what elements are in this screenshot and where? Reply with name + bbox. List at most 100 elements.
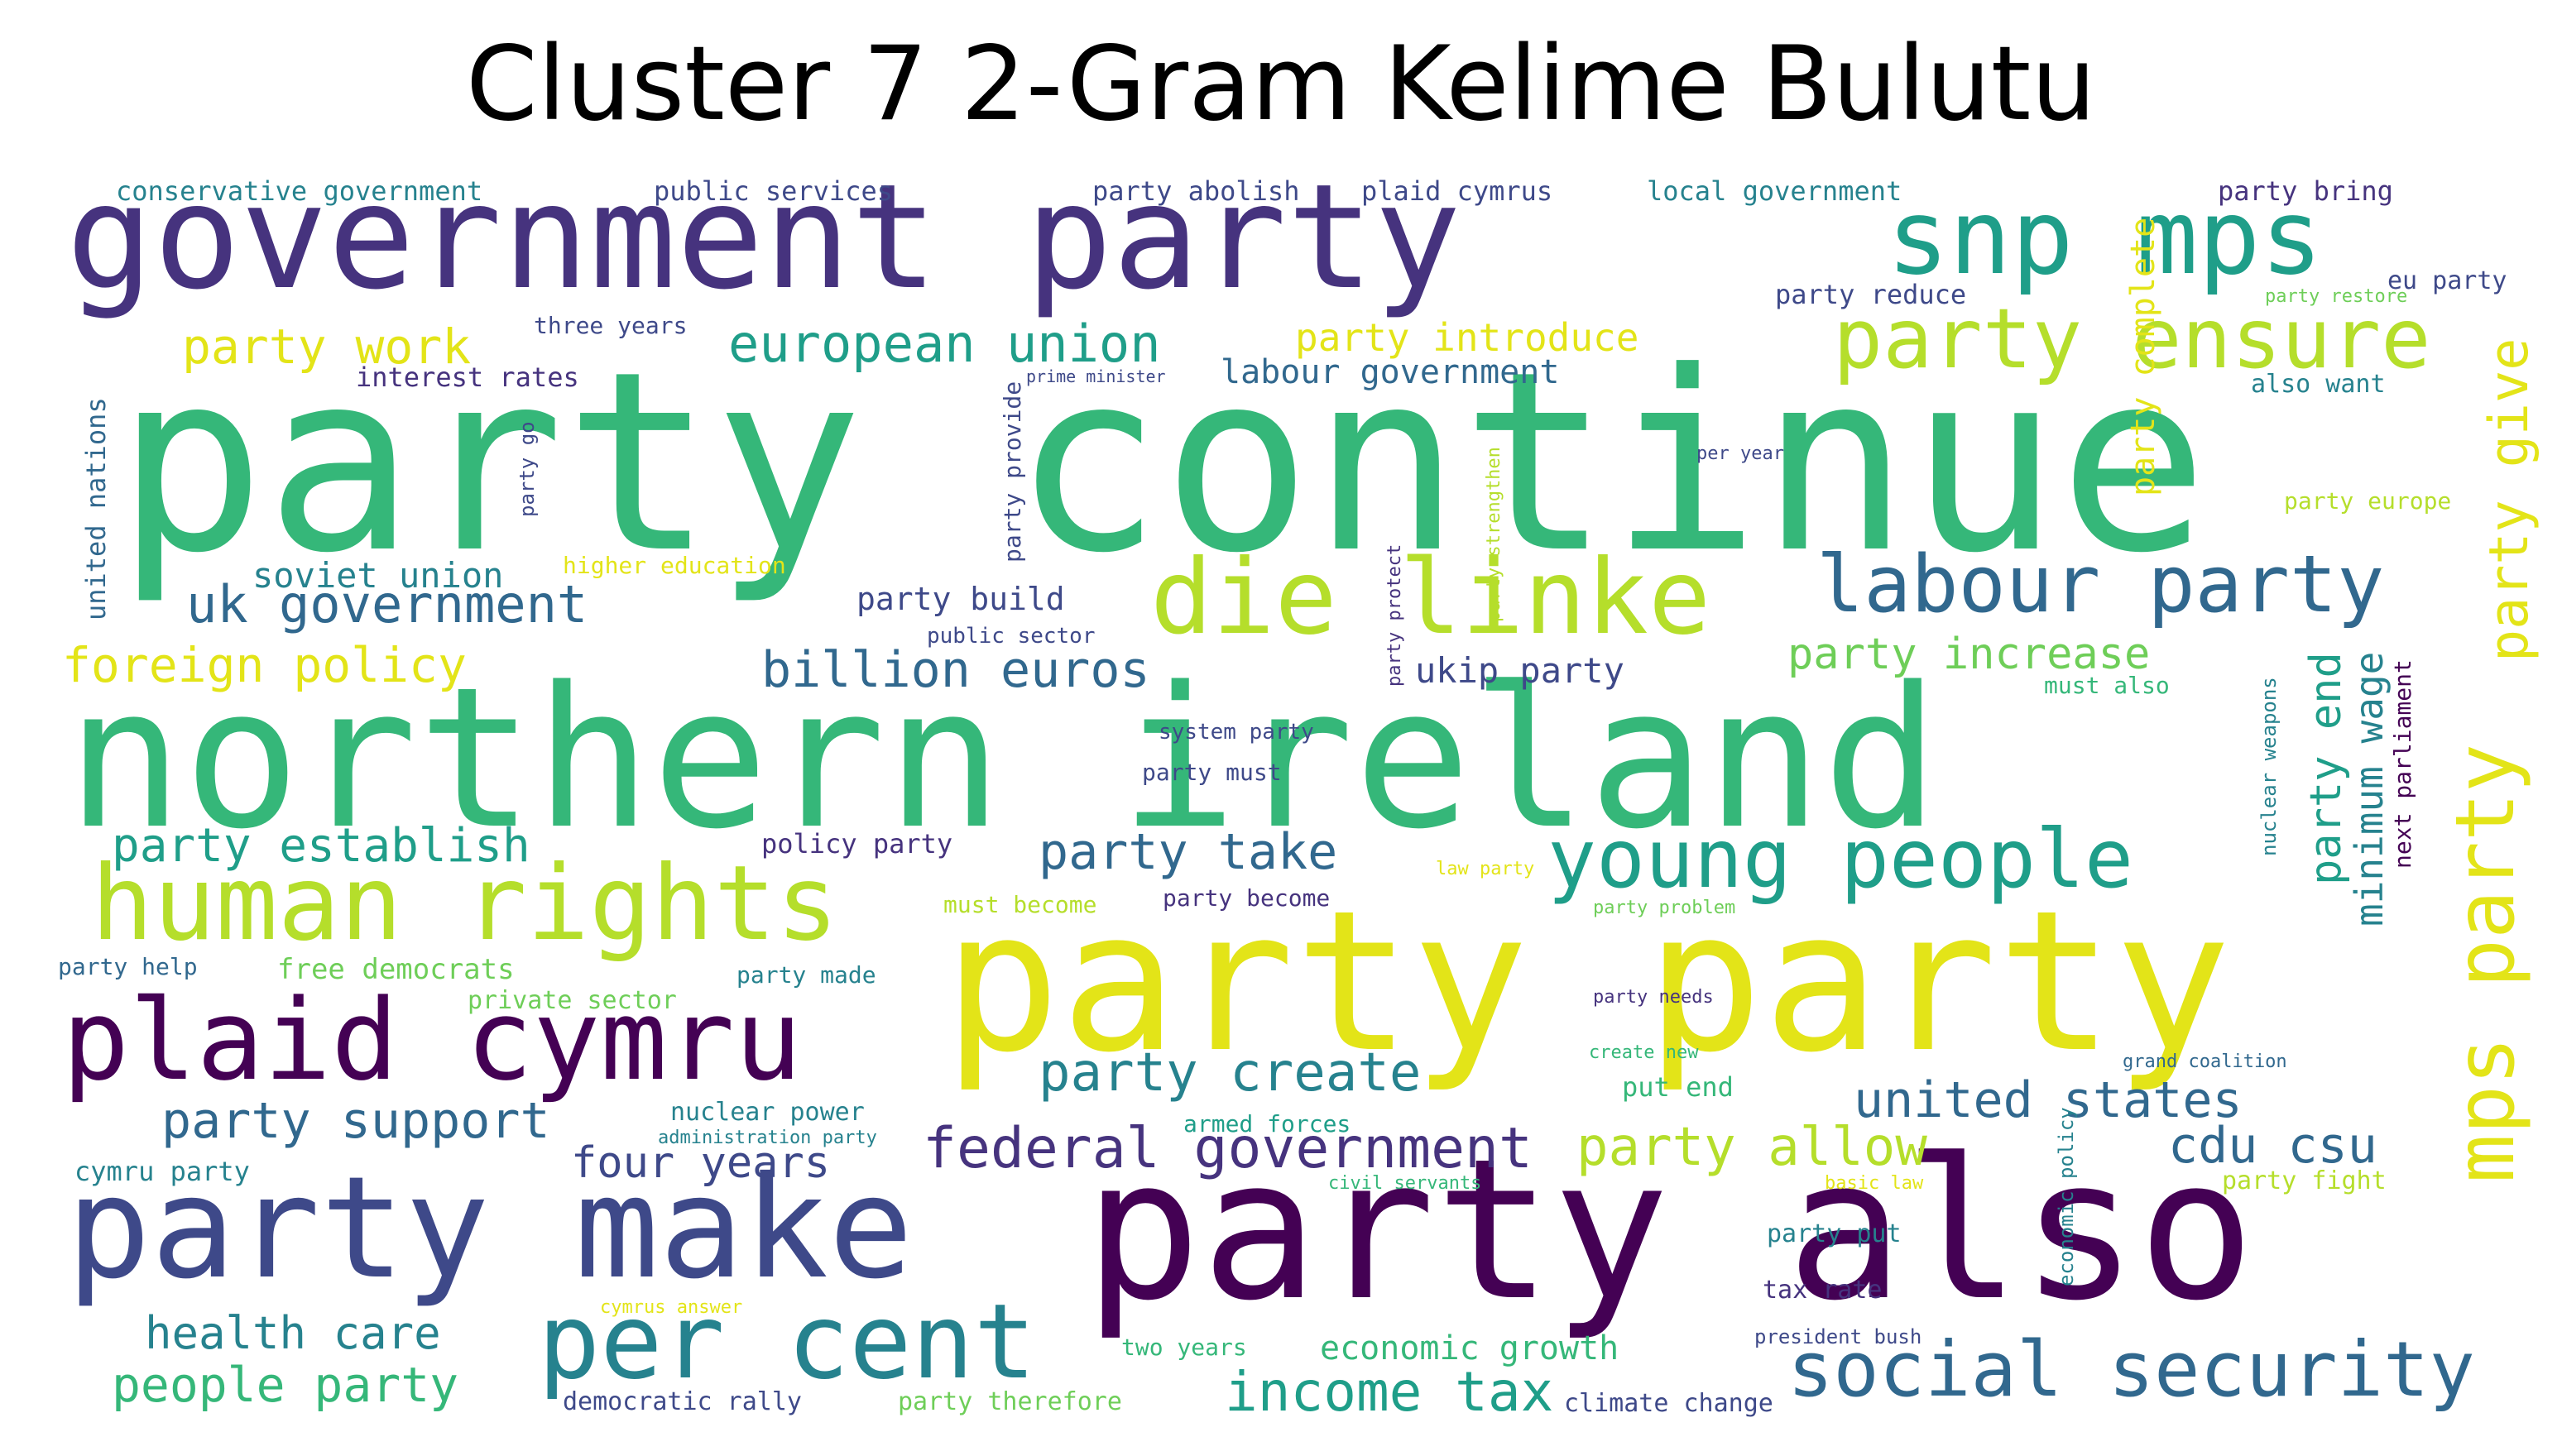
cloud-word: party continue	[116, 318, 2209, 607]
cloud-word: human rights	[91, 844, 839, 964]
cloud-word: create new	[1589, 1042, 1699, 1063]
cloud-word: president bush	[1754, 1325, 1922, 1348]
cloud-word: party give	[2478, 338, 2540, 662]
cloud-word: health care	[145, 1307, 441, 1359]
cloud-word: plaid cymrus	[1361, 175, 1553, 207]
cloud-word: party build	[856, 581, 1065, 617]
cloud-word: economic policy	[2055, 1107, 2078, 1286]
cloud-word: young people	[1547, 812, 2134, 907]
cloud-word: party problem	[1593, 898, 1736, 918]
cloud-word: per year	[1696, 443, 1784, 464]
cloud-word: united nations	[80, 397, 112, 620]
cloud-word: party allow	[1576, 1117, 1927, 1178]
cloud-word: mps party	[2439, 743, 2533, 1183]
cloud-word: party therefore	[898, 1387, 1122, 1416]
cloud-word: democratic rally	[563, 1387, 802, 1416]
cloud-word: ukip party	[1415, 650, 1624, 691]
cloud-word: interest rates	[356, 362, 579, 393]
cloud-word: tax rate	[1763, 1276, 1883, 1305]
cloud-word: four years	[571, 1138, 831, 1188]
cloud-word: united states	[1854, 1071, 2243, 1129]
cloud-word: put end	[1622, 1071, 1734, 1103]
cloud-title: Cluster 7 2-Gram Kelime Bulutu	[465, 25, 2096, 144]
cloud-word: nuclear power	[670, 1098, 865, 1127]
cloud-word: next parliament	[2389, 659, 2416, 869]
cloud-word: party put	[1767, 1219, 1902, 1248]
cloud-word: party create	[1039, 1042, 1422, 1104]
cloud-word: plaid cymru	[62, 975, 803, 1105]
cloud-word: economic growth	[1320, 1329, 1619, 1367]
cloud-word: climate change	[1564, 1389, 1773, 1418]
cloud-word: party increase	[1787, 630, 2151, 679]
cloud-word: public sector	[927, 624, 1096, 649]
cloud-word: european union	[728, 314, 1161, 374]
cloud-word: must become	[943, 891, 1097, 918]
cloud-word: per cent	[538, 1282, 1037, 1402]
cloud-word: party protect	[1384, 544, 1405, 687]
cloud-word: party party	[943, 869, 2232, 1095]
cloud-word: party made	[736, 961, 876, 989]
cloud-word: cymru party	[74, 1156, 250, 1187]
cloud-word: public services	[654, 175, 893, 207]
cloud-word: labour party	[1816, 539, 2385, 630]
cloud-word: basic law	[1825, 1173, 1924, 1194]
cloud-word: party ensure	[1833, 290, 2431, 387]
cloud-word: party also	[1084, 1118, 2255, 1343]
cloud-word: party make	[66, 1147, 914, 1310]
cloud-word: party europe	[2284, 487, 2452, 515]
cloud-word: armed forces	[1183, 1110, 1351, 1138]
cloud-word: system party	[1159, 720, 1314, 745]
cloud-word: government party	[66, 154, 1461, 322]
cloud-word: social security	[1787, 1325, 2475, 1414]
cloud-word: die linke	[1150, 538, 1711, 658]
cloud-word: free democrats	[277, 953, 515, 986]
cloud-word: law party	[1436, 859, 1535, 879]
cloud-word: policy party	[761, 828, 953, 860]
cloud-word: labour government	[1221, 353, 1560, 391]
cloud-word: private sector	[468, 986, 677, 1015]
cloud-word: must also	[2044, 672, 2170, 699]
cloud-word: soviet union	[252, 555, 504, 596]
cloud-word: party complete	[2124, 217, 2162, 496]
cloud-word: party introduce	[1295, 315, 1639, 360]
cloud-word: cdu csu	[2168, 1117, 2377, 1175]
cloud-word: foreign policy	[62, 637, 467, 693]
cloud-word: uk government	[186, 574, 588, 635]
cloud-word: party strengthen	[1484, 447, 1504, 622]
cloud-word: income tax	[1225, 1360, 1554, 1424]
cloud-word: party end	[2301, 652, 2351, 885]
cloud-word: party establish	[112, 819, 530, 873]
cloud-word: snp mps	[1887, 178, 2323, 298]
cloud-word: party provide	[999, 381, 1026, 563]
cloud-word: party support	[161, 1092, 550, 1150]
cloud-word: cymrus answer	[600, 1297, 743, 1318]
cloud-word: three years	[534, 312, 688, 339]
cloud-word: party work	[182, 318, 472, 375]
cloud-word: administration party	[658, 1128, 877, 1148]
cloud-word: local government	[1647, 175, 1902, 207]
cloud-word: party must	[1142, 759, 1282, 786]
cloud-word: party bring	[2218, 175, 2393, 207]
cloud-word: also want	[2251, 370, 2386, 399]
cloud-word: federal government	[923, 1116, 1533, 1181]
cloud-word: eu party	[2387, 266, 2507, 295]
cloud-word: conservative government	[116, 175, 483, 207]
cloud-word: nuclear weapons	[2257, 677, 2281, 856]
cloud-word: people party	[112, 1357, 459, 1413]
cloud-word: prime minister	[1026, 366, 1166, 386]
cloud-word: northern ireland	[66, 646, 1940, 872]
cloud-word: billion euros	[761, 641, 1150, 699]
cloud-word: party restore	[2265, 286, 2408, 307]
cloud-word: two years	[1121, 1334, 1247, 1361]
cloud-word: party abolish	[1092, 175, 1300, 207]
cloud-word: party needs	[1593, 987, 1714, 1008]
cloud-word: grand coalition	[2123, 1051, 2287, 1072]
cloud-word: party become	[1163, 884, 1331, 912]
cloud-word: party help	[58, 953, 198, 980]
cloud-word: party fight	[2222, 1166, 2387, 1195]
cloud-word: party reduce	[1775, 279, 1967, 310]
cloud-word: party take	[1039, 823, 1338, 881]
cloud-word: civil servants	[1328, 1173, 1482, 1194]
cloud-word: higher education	[563, 552, 786, 579]
